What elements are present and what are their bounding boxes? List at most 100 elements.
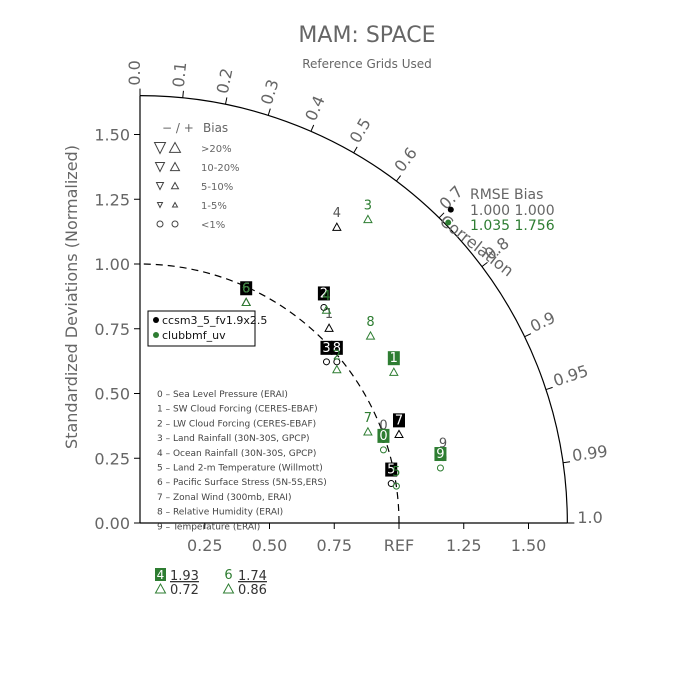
y-tick-label: 1.00	[94, 255, 130, 274]
correlation-tick	[182, 90, 184, 98]
data-point-label: 3	[322, 341, 330, 356]
model-legend-label: ccsm3_5_fv1.9x2.5	[162, 314, 267, 327]
variable-legend-item: 2 – LW Cloud Forcing (CERES-EBAF)	[157, 419, 316, 429]
data-point-marker	[394, 429, 404, 439]
data-point-label: 1	[390, 351, 398, 366]
data-point-marker	[331, 222, 342, 231]
data-point-label-box	[393, 413, 405, 428]
data-point-label-box	[377, 428, 390, 443]
y-axis-label: Standardized Deviations (Normalized)	[62, 145, 81, 449]
data-point-marker	[436, 464, 444, 472]
data-point-label-box	[317, 286, 330, 301]
correlation-tick	[353, 146, 358, 154]
data-point-label: 6	[242, 281, 250, 296]
rmse-row: 1.035 1.756	[470, 218, 555, 234]
correlation-tick	[310, 124, 315, 132]
data-point-marker	[324, 323, 334, 332]
correlation-tick-label: 0.95	[551, 361, 591, 390]
off-scale-value: 1.74	[238, 569, 267, 584]
data-point-label: 4	[322, 289, 330, 304]
correlation-tick	[481, 261, 488, 267]
correlation-tick	[438, 212, 445, 219]
y-tick-label: 0.75	[94, 320, 130, 339]
x-tick-label: 0.25	[187, 536, 223, 555]
rmse-header: RMSE Bias	[470, 187, 543, 203]
correlation-tick	[267, 108, 271, 116]
data-point-marker	[365, 330, 376, 340]
x-tick-label: 0.75	[316, 536, 352, 555]
model-legend-dot	[153, 332, 159, 338]
data-point-label: 5	[387, 463, 395, 478]
x-tick-label: REF	[384, 536, 414, 555]
off-scale-bias: 0.72	[170, 583, 199, 598]
data-point-label: 8	[366, 315, 374, 330]
bias-legend-row: >20%	[201, 144, 232, 155]
correlation-tick-label: 0.1	[169, 61, 190, 88]
data-point-label-box	[434, 447, 447, 462]
bias-legend-up-triangle	[170, 181, 180, 190]
bias-legend-up-triangle	[171, 201, 179, 208]
bias-legend-header: Bias	[203, 121, 228, 135]
variable-legend-item: 3 – Land Rainfall (30N-30S, GPCP)	[157, 434, 310, 444]
correlation-tick	[524, 333, 532, 338]
data-point-label: 4	[333, 206, 341, 221]
off-scale-label-box	[155, 568, 166, 581]
data-point-marker	[379, 446, 387, 454]
data-point-marker	[331, 364, 342, 374]
correlation-tick-label: 0.9	[527, 308, 558, 336]
reference-point-dot	[447, 206, 454, 213]
data-point-label: 8	[333, 341, 341, 356]
data-point-marker	[322, 358, 330, 366]
x-tick-label: 1.25	[446, 536, 482, 555]
bias-legend-down-triangle	[154, 162, 166, 173]
correlation-tick-label: 0.0	[125, 60, 144, 85]
correlation-arc	[139, 95, 568, 524]
correlation-tick-label: 0.6	[390, 144, 420, 176]
correlation-tick-label: 0.5	[346, 115, 375, 147]
bias-legend-circle	[171, 220, 179, 228]
variable-legend-item: 8 – Relative Humidity (ERAI)	[157, 508, 283, 518]
chart-subtitle: Reference Grids Used	[302, 57, 432, 71]
data-point-label: 7	[395, 413, 403, 428]
data-point-label: 2	[320, 286, 328, 301]
bias-legend-row: <1%	[201, 220, 225, 231]
x-tick-label: 1.50	[511, 536, 547, 555]
bias-legend-down-triangle	[153, 142, 167, 155]
off-scale-value: 1.93	[170, 569, 199, 584]
data-point-label-box	[387, 351, 400, 366]
variable-legend-item: 9 – Temperature (ERAI)	[157, 522, 260, 532]
bias-legend-row: 1-5%	[201, 201, 227, 212]
data-point-label: 9	[436, 447, 444, 462]
model-legend-box	[147, 310, 256, 347]
y-tick-label: 0.00	[94, 514, 130, 533]
variable-legend-item: 6 – Pacific Surface Stress (5N-5S,ERS)	[157, 478, 327, 488]
data-point-marker	[241, 297, 252, 306]
bias-legend-row: 10-20%	[201, 163, 240, 174]
legends: − / + Bias >20% 10-20% 5-10% 1-5% <1% RMSE Bias…	[147, 121, 555, 598]
data-point-marker	[388, 367, 399, 376]
y-tick-label: 0.25	[94, 449, 130, 468]
variable-legend-item: 7 – Zonal Wind (300mb, ERAI)	[157, 493, 291, 503]
reference-point-dot	[445, 219, 452, 226]
bias-legend-up-triangle	[169, 161, 181, 172]
data-point-label: 5	[392, 465, 400, 480]
data-point-label: 9	[439, 437, 447, 452]
correlation-tick	[224, 97, 228, 105]
model-legend-label: clubbmf_uv	[162, 329, 226, 342]
chart-title: MAM: SPACE	[298, 23, 435, 48]
variable-legend-item: 0 – Sea Level Pressure (ERAI)	[157, 390, 288, 400]
data-point-label-box	[320, 340, 333, 355]
data-point-label-box	[240, 281, 253, 296]
correlation-tick-label: 0.2	[213, 67, 237, 96]
data-point-label-box	[385, 462, 398, 477]
off-scale-marker	[222, 582, 235, 594]
data-point-label: 1	[325, 307, 333, 322]
data-point-label: 2	[333, 349, 341, 364]
data-point-label: 0	[379, 419, 387, 434]
variable-legend-item: 1 – SW Cloud Forcing (CERES-EBAF)	[157, 405, 318, 415]
data-point-label: 6	[242, 281, 250, 296]
data-point-marker	[241, 297, 252, 306]
off-scale-label: 4	[157, 568, 165, 582]
